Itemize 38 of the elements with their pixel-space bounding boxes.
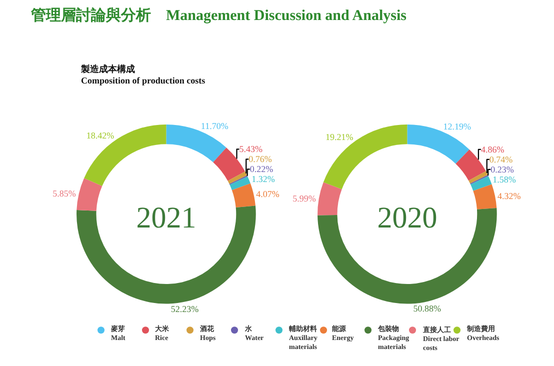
donut-slice — [76, 206, 256, 304]
donut-slice — [323, 124, 408, 190]
donut-slice — [318, 208, 497, 304]
donut-slice — [473, 184, 497, 210]
text: 管理層討論與分析 Management Discussion and Analysis — [30, 7, 407, 24]
data-label: 18.42% — [86, 130, 115, 141]
text: 製造成本構成 Composition of production costs — [80, 64, 206, 86]
donut-slice — [76, 178, 102, 211]
data-label: 0.76% — [248, 154, 272, 164]
donut-slice — [468, 171, 488, 184]
donut-slice — [470, 176, 492, 191]
donut-slice — [228, 172, 248, 184]
data-label: 0.74% — [489, 154, 514, 164]
data-label: 5.85% — [52, 188, 76, 198]
data-label: 5.43% — [239, 144, 264, 154]
data-label: 4.32% — [498, 190, 522, 201]
donut-slice — [470, 174, 488, 184]
data-label: 50.88% — [413, 304, 442, 314]
donut-slice — [84, 124, 166, 186]
data-label: 5.99% — [292, 193, 316, 204]
text: 2021 — [136, 202, 196, 235]
data-label: 19.21% — [326, 132, 354, 142]
data-label: 12.19% — [443, 122, 472, 132]
data-label: 52.23% — [170, 304, 200, 314]
donut-slice — [318, 182, 342, 216]
data-label: 1.58% — [492, 174, 516, 184]
donut-slice — [407, 124, 470, 164]
data-label: 1.32% — [252, 174, 276, 184]
data-label: 4.07% — [256, 189, 280, 200]
data-label: 4.86% — [480, 144, 505, 154]
donut-slice — [166, 124, 226, 162]
text: 2020 — [377, 202, 438, 235]
donut-slice — [232, 183, 256, 208]
donut-slice — [230, 176, 250, 190]
data-label: 11.70% — [200, 121, 229, 132]
data-label: 0.22% — [250, 164, 274, 174]
data-label: 0.23% — [490, 164, 514, 174]
donut-slice — [229, 175, 248, 185]
